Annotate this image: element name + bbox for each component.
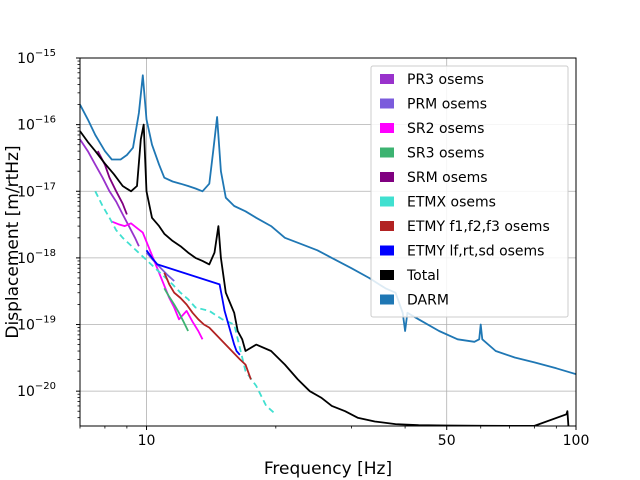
series-line-total	[80, 123, 570, 426]
legend-label: Total	[406, 268, 440, 284]
x-axis-label: Frequency [Hz]	[264, 459, 392, 479]
legend-swatch	[380, 196, 394, 207]
y-tick-label: 10−15	[17, 48, 56, 67]
legend-label: SRM osems	[407, 170, 488, 186]
legend-label: PR3 osems	[407, 72, 484, 88]
plot-frame	[79, 57, 577, 427]
series-layer	[80, 74, 576, 426]
series-line-pr3-osems	[80, 138, 140, 247]
legend-swatch	[380, 74, 394, 84]
y-axis-label: Displacement [m/rtHz]	[3, 145, 23, 338]
legend-label: ETMY f1,f2,f3 osems	[407, 219, 550, 235]
legend-swatch	[380, 294, 394, 305]
legend-label: SR2 osems	[407, 121, 484, 137]
y-tick-label: 10−19	[17, 315, 56, 334]
legend-swatch	[380, 270, 394, 280]
legend-swatch	[380, 147, 394, 158]
legend-label: SR3 osems	[407, 146, 484, 162]
y-tick-label: 10−20	[17, 381, 56, 400]
legend-box	[370, 65, 569, 318]
y-tick-label: 10−16	[17, 115, 56, 134]
x-tick-label: 10	[138, 433, 156, 449]
legend-swatch	[380, 123, 394, 133]
legend: PR3 osems PRM osems SR2 osems SR3 osems SRM …	[370, 65, 569, 318]
series-line-etmy-lf-rt-sd-osems	[145, 249, 241, 356]
y-tick-label: 10−17	[17, 181, 56, 200]
legend-label: ETMX osems	[407, 195, 496, 211]
legend-swatch	[380, 221, 394, 231]
ticks: 10 50 100 10−20 10−19 10−18 10−17 10−16 10−15	[17, 48, 589, 449]
legend-swatch	[380, 245, 394, 256]
legend-swatch	[380, 172, 394, 182]
series-line-etmy-f1-f2-f3-osems	[163, 272, 252, 380]
x-tick-label: 50	[438, 433, 456, 449]
legend-label: DARM	[407, 293, 449, 309]
x-tick-label: 100	[563, 433, 590, 449]
legend-swatch	[380, 98, 394, 109]
legend-label: ETMY lf,rt,sd osems	[407, 244, 544, 260]
series-line-darm	[80, 74, 576, 376]
series-line-sr3-osems	[163, 287, 189, 332]
legend-label: PRM osems	[407, 97, 487, 113]
y-tick-label: 10−18	[17, 248, 56, 267]
